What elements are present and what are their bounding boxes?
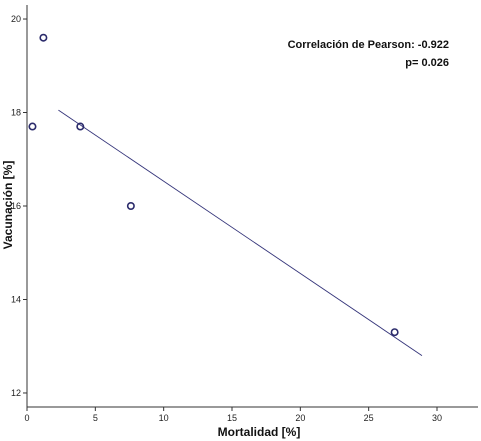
x-tick-label: 30 [432, 413, 442, 423]
x-tick-label: 25 [364, 413, 374, 423]
x-axis-label: Mortalidad [%] [218, 425, 301, 439]
x-tick-label: 20 [295, 413, 305, 423]
x-tick-label: 0 [24, 413, 29, 423]
y-tick-label: 18 [11, 108, 21, 118]
data-point [126, 202, 135, 211]
data-point [76, 122, 85, 131]
data-point [28, 122, 37, 131]
x-tick-label: 15 [227, 413, 237, 423]
data-point [39, 33, 48, 42]
y-axis-label: Vacunación [%] [1, 161, 15, 250]
data-points [28, 33, 399, 337]
y-tick-label: 16 [11, 201, 21, 211]
y-tick-label: 14 [11, 294, 21, 304]
y-ticks: 12 14 16 18 20 [11, 14, 27, 398]
p-value-annotation: p= 0.026 [405, 57, 449, 69]
pearson-annotation: Correlación de Pearson: -0.922 [288, 39, 449, 51]
data-point [390, 328, 399, 337]
regression-line [58, 109, 423, 356]
y-tick-label: 20 [11, 14, 21, 24]
x-tick-label: 5 [93, 413, 98, 423]
x-ticks: 0 5 10 15 20 25 30 [24, 407, 442, 423]
x-tick-label: 10 [159, 413, 169, 423]
y-tick-label: 12 [11, 388, 21, 398]
